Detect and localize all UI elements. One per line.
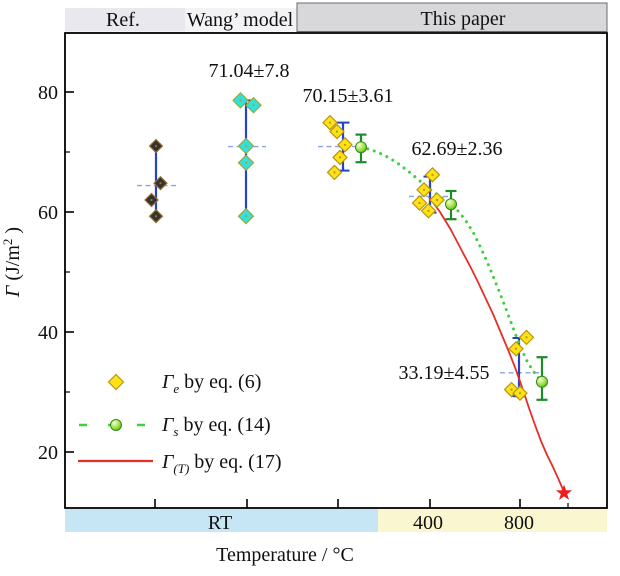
annotation-400-mean: 62.69±2.36 (412, 138, 503, 160)
header-band-wang (185, 8, 297, 32)
x-label-rt: RT (208, 512, 232, 534)
legend-gamma-T-symbol: Γ (161, 451, 175, 473)
diamond-center-dot (159, 182, 162, 185)
y-tick-40: 40 (38, 322, 58, 344)
y-axis-title: Γ (J/m2 ) (0, 227, 24, 298)
legend-gamma-e-symbol: Γ (161, 371, 175, 393)
x-tick-800: 800 (504, 512, 534, 534)
diamond-center-dot (422, 188, 426, 191)
legend-gamma-T-sub: (T) (173, 461, 189, 476)
y-axis-unit-open: (J/m (2, 245, 24, 286)
annotation-rt-mean: 70.15±3.61 (303, 85, 394, 107)
diamond-center-dot (518, 392, 522, 395)
x-axis-title: Temperature / °C (216, 544, 354, 566)
diamond-center-dot (510, 388, 513, 391)
legend-label-gamma-s: Γs by eq. (14) (161, 414, 271, 439)
diamond-center-dot (252, 104, 255, 107)
diamond-center-dot (343, 143, 347, 146)
annotation-800-mean: 33.19±4.55 (399, 362, 490, 384)
diamond-center-dot (239, 99, 242, 102)
high-temp-zone-band (378, 509, 607, 532)
diamond-center-dot (418, 201, 421, 205)
legend-gamma-s-sub: s (173, 424, 178, 439)
diamond-center-dot (338, 156, 342, 159)
legend-label-gamma-T: Γ(T) by eq. (17) (161, 451, 281, 476)
diamond-center-dot (431, 173, 434, 176)
diamond-center-dot (244, 161, 248, 164)
header-label-ref: Ref. (106, 9, 140, 31)
plot-frame (64, 32, 608, 509)
legend-label-gamma-e: Γe by eq. (6) (161, 371, 261, 396)
legend-gamma-s-rest: by eq. (14) (178, 414, 270, 436)
diamond-center-dot (514, 347, 518, 350)
rt-zone-band (65, 509, 378, 532)
legend-gamma-e-sub: e (173, 381, 179, 396)
diamond-center-dot (150, 198, 153, 202)
legend-yellow-diamond (107, 373, 125, 391)
diamond-center-dot (328, 121, 332, 124)
diamond-center-dot (244, 144, 248, 148)
legend-gamma-e-rest: by eq. (6) (179, 371, 261, 393)
header-label-this-paper: This paper (421, 8, 506, 30)
y-axis-unit-sup: 2 (0, 239, 15, 246)
diamond-center-dot (154, 215, 158, 218)
gamma-s-ball (445, 198, 457, 211)
y-tick-80: 80 (38, 82, 58, 104)
gamma-T-curve (428, 196, 565, 493)
gamma-s-ball (536, 375, 548, 388)
chart-dynamic-layer (65, 91, 573, 508)
legend-green-ball (110, 419, 122, 431)
legend-gamma-s-symbol: Γ (161, 414, 175, 436)
y-axis-gamma: Γ (2, 284, 24, 298)
diamond-center-dot (427, 209, 430, 212)
gamma-s-ball (355, 141, 367, 154)
diamond-center-dot (525, 336, 528, 339)
legend-gamma-T-rest: by eq. (17) (189, 451, 281, 473)
diamond-center-dot (244, 215, 248, 218)
header-band-ref (65, 8, 185, 32)
header-band-this-paper (296, 2, 608, 32)
y-tick-20: 20 (38, 442, 58, 464)
diamond-center-dot (435, 198, 439, 202)
annotation-wang-mean: 71.04±7.8 (209, 60, 290, 82)
header-label-wang: Wang’ model (187, 9, 294, 31)
diamond-center-dot (335, 130, 339, 133)
y-tick-60: 60 (38, 202, 58, 224)
x-tick-400: 400 (413, 512, 443, 534)
diamond-center-dot (333, 171, 336, 174)
star-marker (555, 484, 573, 500)
y-axis-unit-close: ) (2, 227, 24, 239)
diamond-center-dot (154, 144, 158, 148)
